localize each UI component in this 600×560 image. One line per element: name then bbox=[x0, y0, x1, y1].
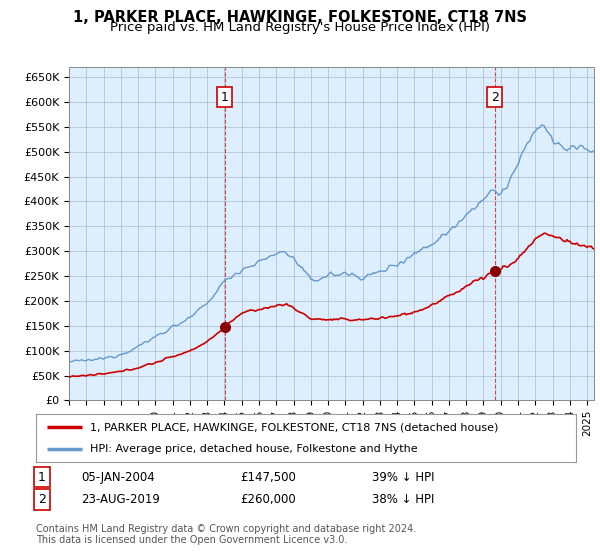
Text: 1, PARKER PLACE, HAWKINGE, FOLKESTONE, CT18 7NS: 1, PARKER PLACE, HAWKINGE, FOLKESTONE, C… bbox=[73, 10, 527, 25]
Text: 39% ↓ HPI: 39% ↓ HPI bbox=[372, 470, 434, 484]
Text: £260,000: £260,000 bbox=[240, 493, 296, 506]
Text: 1: 1 bbox=[38, 470, 46, 484]
Text: 1, PARKER PLACE, HAWKINGE, FOLKESTONE, CT18 7NS (detached house): 1, PARKER PLACE, HAWKINGE, FOLKESTONE, C… bbox=[90, 422, 499, 432]
Text: HPI: Average price, detached house, Folkestone and Hythe: HPI: Average price, detached house, Folk… bbox=[90, 444, 418, 454]
Text: 23-AUG-2019: 23-AUG-2019 bbox=[81, 493, 160, 506]
Text: Contains HM Land Registry data © Crown copyright and database right 2024.
This d: Contains HM Land Registry data © Crown c… bbox=[36, 524, 416, 545]
Text: 2: 2 bbox=[491, 91, 499, 104]
Text: 05-JAN-2004: 05-JAN-2004 bbox=[81, 470, 155, 484]
Text: 38% ↓ HPI: 38% ↓ HPI bbox=[372, 493, 434, 506]
Text: 2: 2 bbox=[38, 493, 46, 506]
Text: 1: 1 bbox=[221, 91, 229, 104]
Text: £147,500: £147,500 bbox=[240, 470, 296, 484]
Text: Price paid vs. HM Land Registry's House Price Index (HPI): Price paid vs. HM Land Registry's House … bbox=[110, 21, 490, 34]
